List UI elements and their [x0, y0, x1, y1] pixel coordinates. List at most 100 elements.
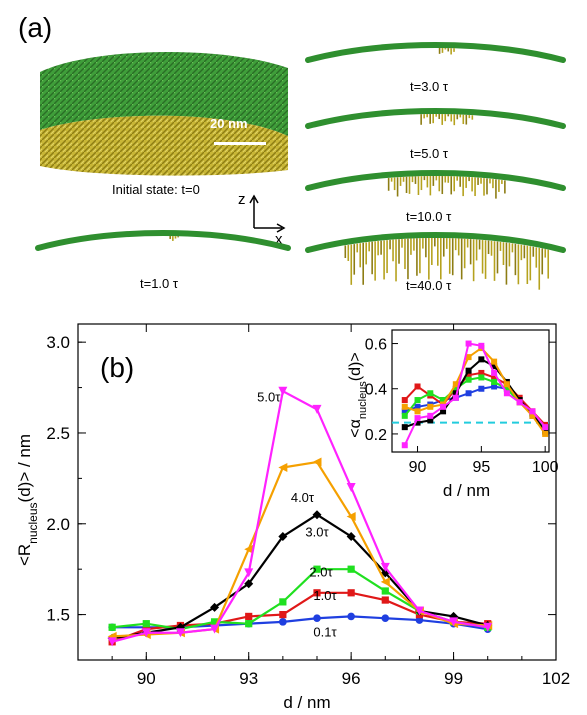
inset-data-point: [401, 442, 408, 449]
data-point: [108, 623, 116, 631]
inset-x-tick-label: 100: [532, 459, 559, 476]
inset-y-tick-label: 0.4: [365, 382, 387, 399]
series-label: 4.0τ: [291, 490, 315, 505]
panel-b-label: (b): [100, 352, 135, 383]
scale-bar: [214, 142, 266, 145]
inset-data-point: [465, 390, 472, 397]
x-tick-label: 102: [542, 669, 570, 688]
data-point: [245, 612, 253, 621]
snapshot-5: [305, 232, 566, 290]
data-point: [278, 462, 288, 472]
inset-data-point: [516, 399, 523, 406]
amorphous-layer: [305, 42, 566, 63]
inset-data-point: [401, 403, 408, 410]
data-point: [244, 568, 254, 578]
amorphous-layer: [305, 170, 566, 191]
data-point: [244, 579, 254, 589]
x-tick-label: 93: [239, 669, 258, 688]
inset-data-point: [414, 415, 421, 422]
inset-data-point: [452, 385, 459, 392]
amorphous-layer: [305, 232, 566, 253]
series-line: [111, 389, 488, 643]
inset-data-point: [465, 354, 472, 361]
data-point: [312, 404, 322, 414]
inset-data-point: [465, 367, 472, 374]
inset-data-point: [414, 397, 421, 404]
inset-y-tick-label: 0.6: [365, 337, 387, 354]
snapshot-label-1: t=1.0 τ: [140, 276, 179, 291]
amorphous-layer: [35, 230, 291, 251]
inset-data-point: [542, 430, 549, 437]
data-point: [381, 596, 389, 604]
panel-b-chart: 90 93 96 99 102 1.5 2.0 2.5 3.0 d / nm <Rnucleus(d…: [15, 323, 570, 712]
data-point: [210, 618, 219, 626]
snapshot-1: [35, 230, 291, 251]
data-point: [380, 577, 390, 587]
inset-data-point: [401, 408, 408, 415]
data-point: [347, 612, 355, 621]
y-tick-label: 2.5: [46, 424, 70, 443]
y-tick-label: 1.5: [46, 606, 70, 625]
inset-data-point: [452, 390, 459, 397]
inset-data-point: [427, 390, 434, 397]
data-point: [279, 618, 287, 626]
data-point: [141, 628, 151, 638]
data-point: [244, 544, 254, 554]
data-point: [210, 624, 220, 634]
data-point: [380, 562, 390, 572]
inset-data-point: [478, 369, 485, 376]
inset-data-point: [491, 374, 498, 381]
series-5.0τ: [107, 386, 493, 647]
initial-state-caption: Initial state: t=0: [112, 182, 200, 197]
inset-data-point: [529, 408, 536, 415]
series-label: 3.0τ: [305, 524, 329, 539]
data-point: [381, 587, 389, 595]
data-point: [210, 602, 220, 612]
inset-data-point: [542, 424, 549, 431]
inset-data-point: [427, 417, 434, 424]
series-label: 5.0τ: [257, 390, 281, 405]
axes-indicator: [249, 194, 286, 233]
inset-data-point: [465, 376, 472, 383]
snapshot-label-5: t=40.0 τ: [406, 278, 452, 293]
inset-data-point: [491, 363, 498, 370]
inset-data-point: [452, 394, 459, 401]
inset-data-point: [401, 424, 408, 431]
inset-data-point: [503, 381, 510, 388]
inset-data-point: [440, 403, 447, 410]
data-point: [449, 617, 459, 627]
y-tick-label: 2.0: [46, 515, 70, 534]
snapshot-3: [305, 108, 566, 129]
inset-data-point: [478, 342, 485, 349]
data-point: [175, 628, 185, 638]
series-label: 0.1τ: [313, 624, 337, 639]
data-point: [107, 637, 117, 647]
series-label: 2.0τ: [309, 564, 333, 579]
inset-data-point: [491, 383, 498, 390]
y-axis-label: <Rnucleus(d)> / nm: [15, 434, 40, 566]
x-tick-label: 99: [444, 669, 463, 688]
inset-data-point: [465, 372, 472, 379]
inset-x-axis-label: d / nm: [443, 481, 490, 500]
series-line: [112, 460, 488, 638]
data-point: [381, 614, 390, 623]
x-axis-label: x: [275, 231, 283, 248]
data-point: [347, 589, 355, 597]
series-line: [111, 591, 488, 643]
inset-data-point: [452, 381, 459, 388]
data-point: [245, 620, 253, 628]
snapshot-label-3: t=5.0 τ: [410, 146, 449, 161]
inset-plot: 90 95 100 0.2 0.4 0.6 d / nm <αnucleus(d)>: [347, 329, 559, 500]
scale-bar-label: 20 nm: [210, 116, 248, 131]
z-axis-label: z: [238, 191, 246, 208]
snapshot-images: [35, 42, 566, 290]
inset-series-5.0τ: [401, 340, 549, 449]
amorphous-layer: [305, 108, 566, 129]
inset-data-point: [427, 412, 434, 419]
inset-x-tick-label: 95: [472, 459, 490, 476]
data-point: [313, 565, 321, 573]
data-point: [313, 589, 321, 597]
data-point: [279, 598, 287, 606]
inset-data-point: [465, 340, 472, 347]
inset-data-point: [401, 397, 408, 404]
